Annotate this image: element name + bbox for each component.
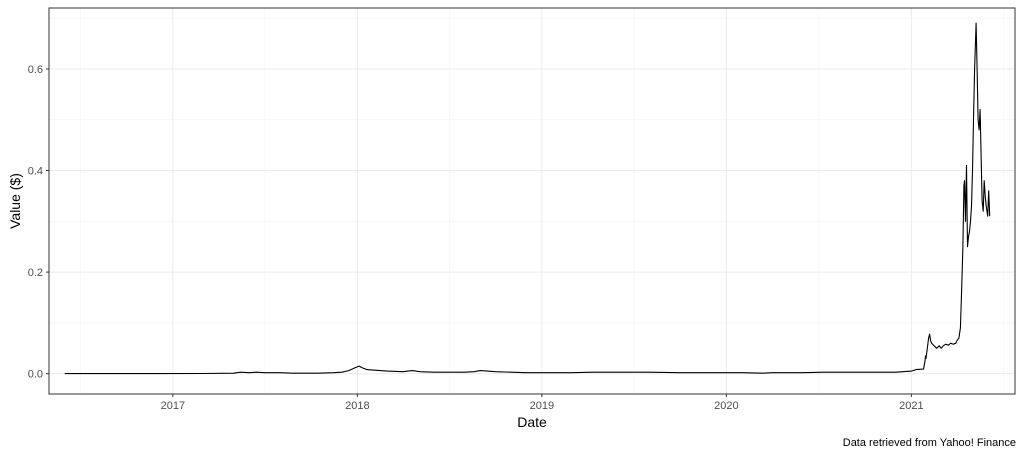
plot-panel-border (48, 7, 1016, 395)
y-tick-label: 0.6 (28, 64, 43, 76)
y-tick-label: 0.2 (28, 267, 43, 279)
x-axis-title: Date (517, 414, 547, 430)
y-axis: 0.0 0.2 0.4 0.6 (28, 64, 49, 381)
x-tick-label: 2019 (530, 400, 554, 412)
y-tick-label: 0.0 (28, 369, 43, 381)
series-line-0 (64, 22, 991, 375)
caption: Data retrieved from Yahoo! Finance (843, 437, 1016, 449)
x-tick-label: 2021 (899, 400, 923, 412)
y-tick-label: 0.4 (28, 166, 43, 178)
x-axis: 2017 2018 2019 2020 2021 (161, 394, 924, 412)
x-tick-label: 2020 (714, 400, 738, 412)
series-layer (64, 22, 991, 375)
x-tick-label: 2018 (345, 400, 369, 412)
x-tick-label: 2017 (161, 400, 185, 412)
grid (49, 8, 1015, 394)
y-axis-title: Value ($) (7, 173, 23, 229)
